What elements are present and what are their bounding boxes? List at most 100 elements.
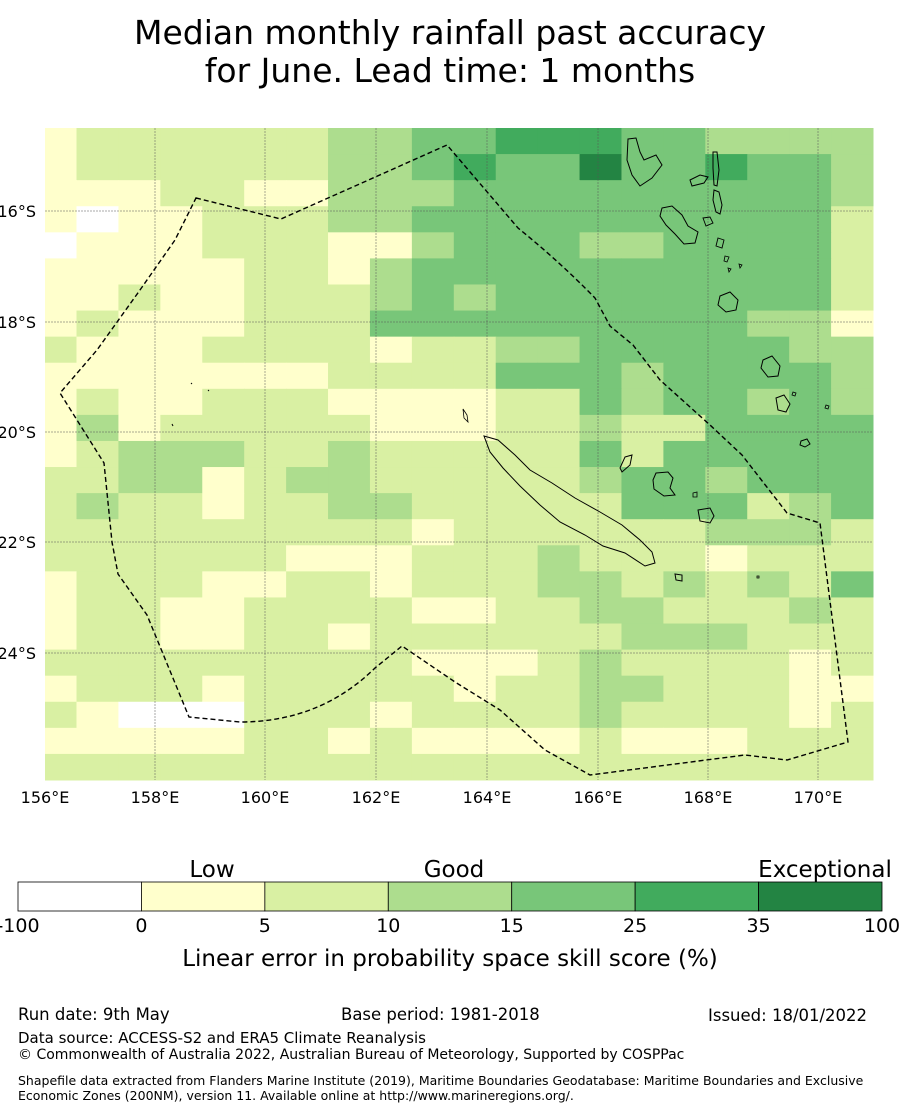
grid-cell (244, 388, 287, 416)
grid-cell (621, 545, 664, 572)
graticule (45, 128, 873, 780)
grid-cell (76, 571, 119, 598)
grid-cell (286, 519, 329, 546)
grid-cell (789, 597, 832, 625)
grid-cell (453, 467, 497, 494)
grid-cell (160, 336, 203, 364)
grid-cell (369, 727, 413, 755)
grid-cell (831, 284, 874, 312)
grid-cell (244, 467, 287, 494)
grid-cell (45, 128, 78, 155)
grid-cell (789, 362, 832, 390)
grid-cell (747, 362, 790, 390)
grid-cell (789, 258, 832, 285)
grid-cell (537, 753, 581, 781)
grid-cell (118, 675, 161, 703)
colorbar-tick-label: 0 (135, 915, 147, 937)
grid-cell (160, 154, 203, 181)
grid-cell (45, 493, 78, 520)
grid-cell (76, 701, 119, 729)
grid-cell (286, 440, 329, 468)
grid-cell (45, 675, 78, 703)
grid-cell (76, 310, 119, 338)
grid-cell (328, 310, 371, 338)
grid-cell (495, 154, 539, 181)
grid-cell (495, 675, 539, 703)
grid-cell (202, 649, 245, 677)
grid-cell (202, 493, 245, 520)
grid-cell (160, 232, 203, 259)
grid-cell (747, 623, 790, 651)
grid-cell (831, 675, 874, 703)
grid-cell (747, 727, 790, 755)
grid-cell (705, 545, 748, 572)
grid-cell (45, 467, 78, 494)
grid-cell (328, 180, 371, 207)
grid-cell (705, 180, 748, 207)
grid-cell (160, 701, 203, 729)
grid-cell (411, 232, 455, 259)
grid-cell (705, 414, 748, 442)
ambae-island (689, 174, 709, 187)
grid-cell (789, 310, 832, 338)
grid-cell (705, 493, 748, 520)
grid-cell (118, 571, 161, 598)
grid-cell (286, 571, 329, 598)
grid-cell (369, 467, 413, 494)
grid-cell (118, 467, 161, 494)
grid-cell (160, 545, 203, 572)
grid-cell (286, 545, 329, 572)
grid-cell (789, 649, 832, 677)
grid-cell (663, 310, 706, 338)
grid-cell (453, 727, 497, 755)
grid-cell (747, 493, 790, 520)
latitude-tick-label: 18°S (0, 313, 36, 332)
grid-cell (831, 336, 874, 364)
grid-cell (45, 571, 78, 598)
aniwa-islet (791, 391, 797, 397)
longitude-tick-label: 162°E (352, 788, 401, 807)
grid-cell (286, 154, 329, 181)
grid-cell (831, 545, 874, 572)
grid-cell (831, 310, 874, 338)
grid-cell (537, 362, 581, 390)
grid-cell (411, 206, 455, 233)
grid-cell (579, 545, 622, 572)
colorbar-tick-label: 10 (376, 915, 400, 937)
grid-cell (118, 649, 161, 677)
grid-cell (537, 701, 581, 729)
grid-cell (328, 493, 371, 520)
grid-cell (160, 284, 203, 312)
grid-cell (495, 597, 539, 625)
grid-cell (286, 675, 329, 703)
grid-cell (411, 675, 455, 703)
grid-cell (411, 467, 455, 494)
grid-cell (76, 753, 119, 781)
grid-cell (369, 284, 413, 312)
grid-cell (411, 545, 455, 572)
grid-cell (453, 597, 497, 625)
grid-cell (202, 414, 245, 442)
grid-cell (76, 336, 119, 364)
grid-cell (328, 232, 371, 259)
grid-cell (831, 701, 874, 729)
grid-cell (705, 571, 748, 598)
grid-cell (789, 284, 832, 312)
grid-cell (244, 232, 287, 259)
grid-cell (663, 675, 706, 703)
grid-cell (579, 258, 622, 285)
grid-cell (202, 440, 245, 468)
grid-cell (411, 180, 455, 207)
tiga-islet (692, 491, 698, 498)
maewo-island (712, 151, 720, 187)
grid-cell (495, 336, 539, 364)
skill-grid (45, 128, 874, 781)
grid-cell (118, 545, 161, 572)
grid-cell (369, 623, 413, 651)
grid-cell (747, 232, 790, 259)
grid-cell (705, 701, 748, 729)
grid-cell (663, 232, 706, 259)
grid-cell (789, 232, 832, 259)
grid-cell (453, 154, 497, 181)
grid-cell (369, 571, 413, 598)
